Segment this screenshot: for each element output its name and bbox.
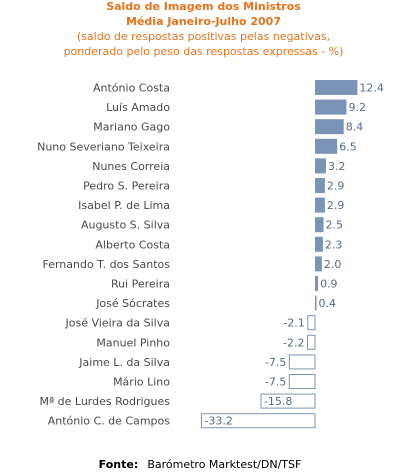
bar-positive	[315, 138, 338, 154]
value-label: 2.9	[327, 199, 345, 212]
bar-negative	[288, 374, 316, 389]
bar-negative	[307, 315, 316, 331]
chart-subtitle-line-2: (saldo de respostas positivas pelas nega…	[77, 30, 330, 43]
category-label: Pedro S. Pereira	[83, 180, 170, 193]
bar-positive	[315, 178, 325, 193]
source-note: Fonte: Barómetro Marktest/DN/TSF	[99, 453, 302, 472]
source-label: Fonte:	[99, 458, 139, 471]
category-label: Nunes Correia	[92, 160, 170, 173]
value-label: 0.9	[320, 278, 338, 291]
category-label: Augusto S. Silva	[81, 219, 170, 232]
bar-positive	[315, 295, 317, 311]
category-label: José Sócrates	[95, 297, 170, 310]
chart-title: Saldo de Imagem dos Ministros	[106, 0, 301, 13]
value-label: 6.5	[339, 140, 357, 153]
bar-positive	[315, 256, 322, 272]
value-label: -2.1	[283, 317, 304, 330]
value-label: 2.5	[326, 219, 344, 232]
category-label: Luís Amado	[106, 101, 170, 114]
bar-positive	[315, 217, 324, 233]
category-label: Jaime L. da Silva	[78, 356, 170, 369]
value-label: 9.2	[348, 101, 366, 114]
value-label: -7.5	[265, 376, 286, 389]
plot-area: António Costa 12.4 Luís Amado 9.2 Mariano Ga…	[37, 80, 384, 429]
value-label: 3.2	[328, 160, 346, 173]
chart-subtitle-line-1: Média Janeiro-Julho 2007	[126, 15, 281, 28]
bar-positive	[315, 80, 358, 95]
category-label: Alberto Costa	[95, 238, 170, 251]
bar-positive	[315, 119, 344, 135]
category-label: Mª de Lurdes Rodrigues	[39, 395, 170, 408]
value-label: -7.5	[265, 356, 286, 369]
category-label: Fernando T. dos Santos	[42, 258, 170, 271]
category-label: Mariano Gago	[93, 121, 170, 134]
category-label: Nuno Severiano Teixeira	[37, 140, 170, 153]
value-label: -33.2	[204, 415, 232, 428]
category-label: António Costa	[93, 82, 170, 95]
bar-negative	[260, 393, 316, 409]
source-text: Barómetro Marktest/DN/TSF	[147, 458, 301, 471]
chart-subtitle-line-3: ponderado pelo peso das respostas expres…	[64, 45, 344, 58]
value-label: 2.3	[325, 238, 343, 251]
bar-negative	[288, 354, 316, 370]
value-label: -15.8	[264, 395, 292, 408]
category-label: José Vieira da Silva	[65, 317, 170, 330]
bar-positive	[315, 99, 347, 115]
bar-positive	[315, 158, 326, 174]
value-label: -2.2	[283, 336, 304, 349]
category-label: Mário Lino	[113, 376, 170, 389]
category-label: Rui Pereira	[111, 278, 170, 291]
category-label: António C. de Campos	[48, 415, 171, 428]
value-label: 12.4	[359, 82, 384, 95]
category-label: Isabel P. de Lima	[78, 199, 170, 212]
bar-positive	[315, 276, 319, 291]
category-label: Manuel Pinho	[96, 336, 170, 349]
bar-positive	[315, 197, 325, 213]
bar-positive	[315, 236, 323, 252]
bar-negative	[200, 413, 316, 429]
value-label: 2.0	[324, 258, 342, 271]
value-label: 8.4	[346, 121, 364, 134]
bar-negative	[306, 334, 316, 350]
value-label: 2.9	[327, 180, 345, 193]
value-label: 0.4	[319, 297, 337, 310]
